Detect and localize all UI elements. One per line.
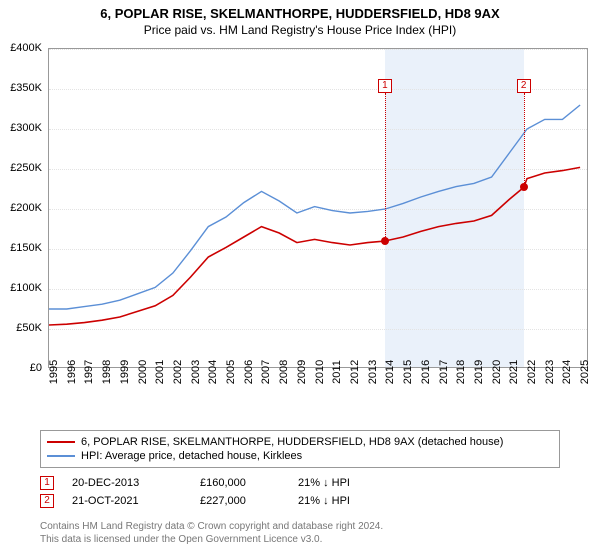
chart-title: 6, POPLAR RISE, SKELMANTHORPE, HUDDERSFI… bbox=[0, 0, 600, 21]
y-axis-label: £100K bbox=[10, 282, 42, 294]
y-axis-label: £250K bbox=[10, 162, 42, 174]
transaction-marker-icon: 1 bbox=[40, 476, 54, 490]
legend-label-property: 6, POPLAR RISE, SKELMANTHORPE, HUDDERSFI… bbox=[81, 436, 503, 448]
sale-point-2 bbox=[520, 183, 528, 191]
x-axis-label: 2006 bbox=[243, 360, 255, 384]
legend-swatch-hpi bbox=[47, 455, 75, 457]
x-axis-label: 1996 bbox=[66, 360, 78, 384]
marker-label-2: 2 bbox=[517, 79, 531, 93]
transaction-row: 1 20-DEC-2013 £160,000 21% ↓ HPI bbox=[40, 474, 560, 492]
transaction-vs-hpi: 21% ↓ HPI bbox=[298, 495, 398, 507]
x-axis-label: 2003 bbox=[190, 360, 202, 384]
x-axis-label: 2025 bbox=[579, 360, 591, 384]
transaction-vs-hpi: 21% ↓ HPI bbox=[298, 477, 398, 489]
x-axis-label: 2020 bbox=[491, 360, 503, 384]
x-axis-label: 2008 bbox=[278, 360, 290, 384]
chart-area: 12 £0£50K£100K£150K£200K£250K£300K£350K£… bbox=[48, 48, 588, 398]
x-axis-label: 1995 bbox=[48, 360, 60, 384]
sale-point-1 bbox=[381, 237, 389, 245]
footer-line2: This data is licensed under the Open Gov… bbox=[40, 533, 383, 546]
x-axis-label: 2022 bbox=[526, 360, 538, 384]
y-axis-label: £150K bbox=[10, 242, 42, 254]
legend-box: 6, POPLAR RISE, SKELMANTHORPE, HUDDERSFI… bbox=[40, 430, 560, 468]
x-axis-label: 2005 bbox=[225, 360, 237, 384]
chart-container: 6, POPLAR RISE, SKELMANTHORPE, HUDDERSFI… bbox=[0, 0, 600, 560]
x-axis-label: 2016 bbox=[420, 360, 432, 384]
x-axis-label: 2007 bbox=[260, 360, 272, 384]
y-axis-label: £50K bbox=[16, 322, 42, 334]
x-axis-label: 1998 bbox=[101, 360, 113, 384]
transaction-row: 2 21-OCT-2021 £227,000 21% ↓ HPI bbox=[40, 492, 560, 510]
series-line-property bbox=[49, 167, 580, 325]
x-axis-label: 2002 bbox=[172, 360, 184, 384]
marker-guideline bbox=[385, 93, 386, 241]
x-axis-label: 2018 bbox=[455, 360, 467, 384]
x-axis-label: 1997 bbox=[83, 360, 95, 384]
x-axis-label: 2009 bbox=[296, 360, 308, 384]
marker-label-1: 1 bbox=[378, 79, 392, 93]
x-axis-label: 2000 bbox=[137, 360, 149, 384]
legend-row-hpi: HPI: Average price, detached house, Kirk… bbox=[47, 449, 553, 463]
chart-subtitle: Price paid vs. HM Land Registry's House … bbox=[0, 21, 600, 43]
x-axis-label: 2021 bbox=[508, 360, 520, 384]
y-axis-label: £300K bbox=[10, 122, 42, 134]
x-axis-label: 1999 bbox=[119, 360, 131, 384]
x-axis-label: 2011 bbox=[331, 360, 343, 384]
transaction-marker-icon: 2 bbox=[40, 494, 54, 508]
legend-label-hpi: HPI: Average price, detached house, Kirk… bbox=[81, 450, 302, 462]
x-axis-label: 2023 bbox=[544, 360, 556, 384]
x-axis-label: 2015 bbox=[402, 360, 414, 384]
x-axis-label: 2024 bbox=[561, 360, 573, 384]
footer-line1: Contains HM Land Registry data © Crown c… bbox=[40, 520, 383, 533]
transaction-price: £227,000 bbox=[200, 495, 280, 507]
transaction-table: 1 20-DEC-2013 £160,000 21% ↓ HPI 2 21-OC… bbox=[40, 474, 560, 510]
transaction-date: 20-DEC-2013 bbox=[72, 477, 182, 489]
footer-attribution: Contains HM Land Registry data © Crown c… bbox=[40, 520, 383, 546]
x-axis-label: 2014 bbox=[384, 360, 396, 384]
legend-swatch-property bbox=[47, 441, 75, 443]
x-axis-label: 2017 bbox=[438, 360, 450, 384]
transaction-date: 21-OCT-2021 bbox=[72, 495, 182, 507]
plot-region: 12 bbox=[48, 48, 588, 368]
y-axis-label: £200K bbox=[10, 202, 42, 214]
x-axis-label: 2013 bbox=[367, 360, 379, 384]
marker-guideline bbox=[524, 93, 525, 187]
line-series-svg bbox=[49, 49, 589, 369]
x-axis-label: 2004 bbox=[207, 360, 219, 384]
x-axis-label: 2019 bbox=[473, 360, 485, 384]
x-axis-label: 2001 bbox=[154, 360, 166, 384]
y-axis-label: £0 bbox=[30, 362, 42, 374]
x-axis-label: 2010 bbox=[314, 360, 326, 384]
y-axis-label: £400K bbox=[10, 42, 42, 54]
x-axis-label: 2012 bbox=[349, 360, 361, 384]
y-axis-label: £350K bbox=[10, 82, 42, 94]
transaction-price: £160,000 bbox=[200, 477, 280, 489]
legend-row-property: 6, POPLAR RISE, SKELMANTHORPE, HUDDERSFI… bbox=[47, 435, 553, 449]
